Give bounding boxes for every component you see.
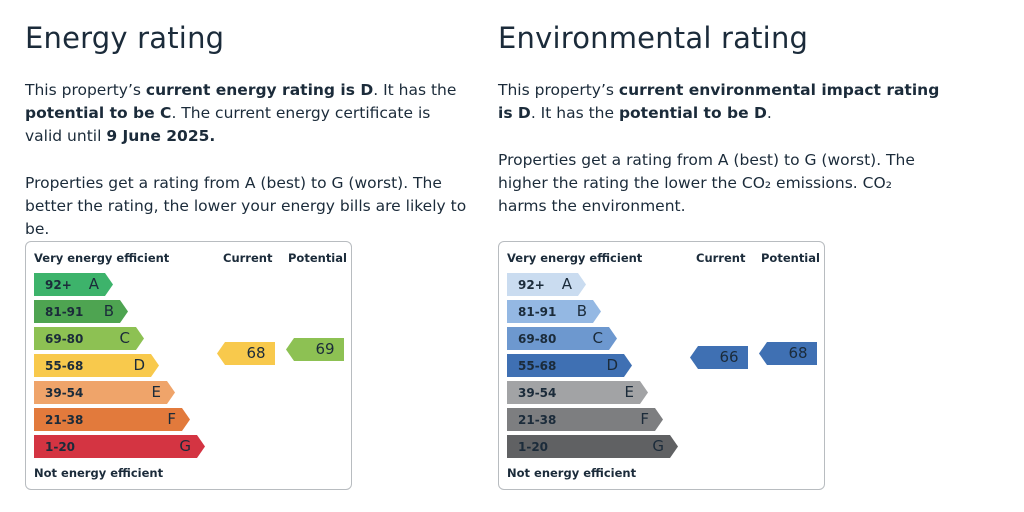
chart-bottom-label: Not energy efficient (34, 466, 164, 480)
rating-band-letter: G (652, 437, 664, 455)
environmental-rating-title: Environmental rating (498, 21, 809, 55)
energy-rating-summary: This property’s current energy rating is… (25, 81, 457, 145)
rating-band-f: 21-38 F (34, 408, 190, 431)
rating-band-letter: C (119, 329, 130, 347)
chart-top-label: Very energy efficient (507, 251, 643, 265)
rating-band-letter: A (561, 275, 572, 293)
chart-potential-header: Potential (761, 251, 820, 265)
rating-band-range: 92+ (518, 278, 545, 292)
rating-band-letter: G (179, 437, 191, 455)
rating-band-letter: C (592, 329, 603, 347)
chart-current-header: Current (696, 251, 746, 265)
rating-band-range: 1-20 (518, 440, 549, 454)
potential-rating-value: 69 (315, 340, 335, 358)
rating-band-range: 21-38 (518, 413, 557, 427)
rating-band-range: 92+ (45, 278, 72, 292)
environmental-rating-section: Environmental rating This property’s cur… (498, 0, 948, 490)
chart-top-label: Very energy efficient (34, 251, 170, 265)
rating-band-c: 69-80 C (34, 327, 144, 350)
rating-band-letter: F (640, 410, 649, 428)
rating-band-range: 39-54 (518, 386, 557, 400)
rating-band-d: 55-68 D (34, 354, 159, 377)
rating-band-range: 39-54 (45, 386, 84, 400)
potential-rating-marker: 68 (759, 342, 817, 365)
rating-band-letter: B (576, 302, 587, 320)
current-rating-value: 66 (719, 348, 739, 366)
rating-band-g: 1-20 G (507, 435, 678, 458)
rating-band-b: 81-91 B (507, 300, 601, 323)
energy-rating-explanation: Properties get a rating from A (best) to… (25, 174, 467, 238)
rating-band-e: 39-54 E (34, 381, 175, 404)
rating-band-b: 81-91 B (34, 300, 128, 323)
environmental-rating-summary: This property’s current environmental im… (498, 81, 940, 122)
rating-band-e: 39-54 E (507, 381, 648, 404)
chart-current-header: Current (223, 251, 273, 265)
current-rating-value: 68 (246, 344, 266, 362)
environmental-rating-chart: Very energy efficient Current Potential … (498, 241, 825, 490)
rating-band-letter: D (606, 356, 618, 374)
rating-band-f: 21-38 F (507, 408, 663, 431)
rating-band-d: 55-68 D (507, 354, 632, 377)
rating-band-a: 92+ A (34, 273, 113, 296)
rating-band-range: 81-91 (518, 305, 557, 319)
rating-band-letter: F (167, 410, 176, 428)
rating-band-range: 69-80 (518, 332, 557, 346)
current-rating-marker: 68 (217, 342, 275, 365)
rating-band-letter: E (624, 383, 634, 401)
chart-potential-header: Potential (288, 251, 347, 265)
environmental-rating-explanation: Properties get a rating from A (best) to… (498, 151, 915, 215)
energy-rating-section: Energy rating This property’s current en… (25, 0, 475, 490)
potential-rating-marker: 69 (286, 338, 344, 361)
rating-band-range: 69-80 (45, 332, 84, 346)
rating-band-range: 21-38 (45, 413, 84, 427)
rating-band-range: 81-91 (45, 305, 84, 319)
energy-rating-chart: Very energy efficient Current Potential … (25, 241, 352, 490)
rating-band-range: 1-20 (45, 440, 76, 454)
potential-rating-value: 68 (788, 344, 808, 362)
rating-band-c: 69-80 C (507, 327, 617, 350)
rating-band-a: 92+ A (507, 273, 586, 296)
chart-bottom-label: Not energy efficient (507, 466, 637, 480)
rating-band-letter: A (88, 275, 99, 293)
rating-band-letter: D (133, 356, 145, 374)
energy-rating-title: Energy rating (25, 21, 225, 55)
rating-band-range: 55-68 (45, 359, 84, 373)
rating-band-letter: E (151, 383, 161, 401)
rating-band-range: 55-68 (518, 359, 557, 373)
current-rating-marker: 66 (690, 346, 748, 369)
rating-band-g: 1-20 G (34, 435, 205, 458)
rating-band-letter: B (103, 302, 114, 320)
